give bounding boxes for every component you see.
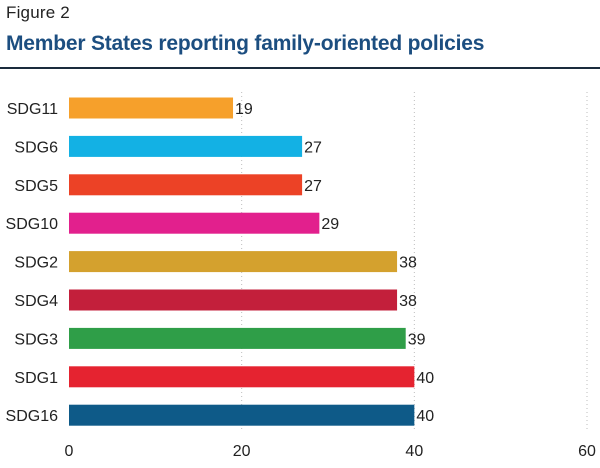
title-divider: [0, 67, 600, 69]
x-tick-label: 40: [405, 443, 423, 460]
bar: [69, 212, 320, 234]
category-label: SDG11: [7, 101, 58, 118]
figure-number: Figure 2: [6, 3, 70, 22]
category-label: SDG5: [14, 178, 58, 195]
bar: [69, 327, 406, 349]
x-tick-label: 0: [65, 443, 74, 460]
value-label: 40: [416, 370, 434, 387]
value-label: 29: [321, 216, 339, 233]
bar: [69, 366, 415, 388]
category-label: SDG10: [6, 216, 59, 233]
value-label: 38: [399, 293, 417, 310]
category-label: SDG16: [6, 408, 59, 425]
bar: [69, 97, 234, 119]
category-label: SDG6: [14, 139, 58, 156]
bar: [69, 289, 398, 311]
bar: [69, 135, 303, 157]
bar: [69, 404, 415, 426]
category-label: SDG2: [14, 255, 58, 272]
category-label: SDG1: [14, 370, 58, 387]
x-tick-label: 20: [233, 443, 251, 460]
value-label: 40: [416, 408, 434, 425]
value-label: 19: [235, 101, 253, 118]
chart-title: Member States reporting family-oriented …: [6, 32, 485, 55]
x-tick-label: 60: [578, 443, 596, 460]
value-label: 27: [304, 178, 322, 195]
bar: [69, 251, 398, 273]
value-label: 27: [304, 139, 322, 156]
category-label: SDG4: [14, 293, 58, 310]
value-label: 38: [399, 255, 417, 272]
category-label: SDG3: [14, 331, 58, 348]
bar: [69, 174, 303, 196]
value-label: 39: [408, 331, 426, 348]
